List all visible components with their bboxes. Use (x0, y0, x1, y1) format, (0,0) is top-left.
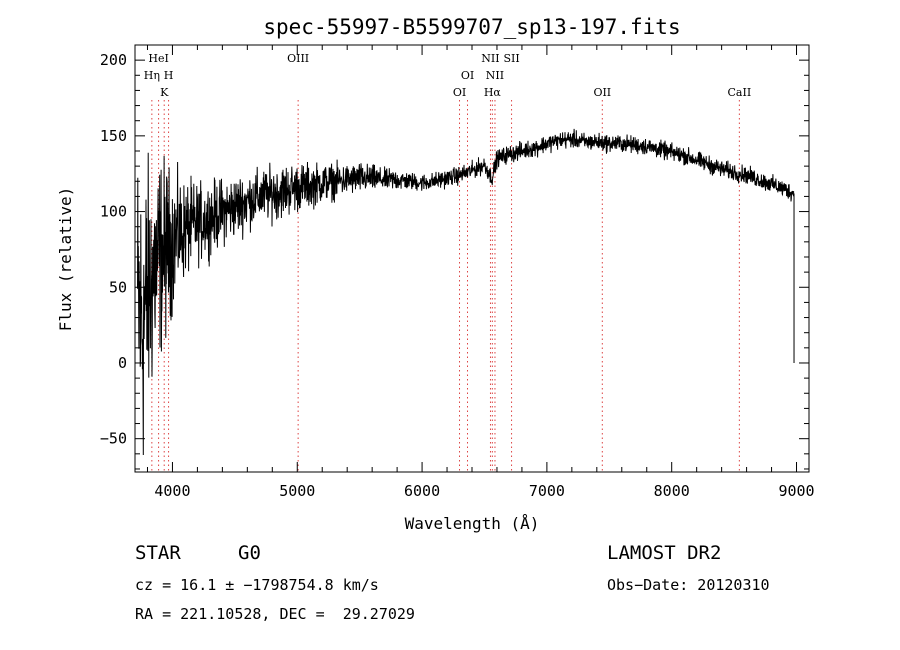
y-tick-label: 200 (100, 51, 127, 69)
x-tick-label: 9000 (778, 482, 814, 500)
line-label: K (160, 86, 169, 99)
series-layer (137, 128, 795, 456)
line-label: OI (453, 86, 466, 99)
y-tick-label: 150 (100, 127, 127, 145)
line-label: SII (503, 52, 519, 65)
radec-label: RA = 221.10528, DEC = 29.27029 (135, 605, 415, 623)
spectrum-line (137, 128, 795, 456)
y-tick-label: −50 (100, 430, 127, 448)
spectrum-chart: spec-55997-B5599707_sp13-197.fits Hη HeI K… (56, 15, 815, 533)
x-tick-label: 6000 (404, 482, 440, 500)
plot-frame (134, 44, 810, 473)
x-tick-label: 5000 (279, 482, 315, 500)
axes: 4000 5000 6000 7000 8000 9000 −50 0 50 100 150 200 (100, 44, 815, 500)
y-tick-label: 100 (100, 203, 127, 221)
x-tick-label: 7000 (529, 482, 565, 500)
survey-label: LAMOST DR2 (607, 542, 722, 564)
line-label: HeI (148, 52, 168, 65)
line-label: OI (461, 69, 474, 82)
line-label: H (164, 69, 174, 82)
y-axis-label: Flux (relative) (56, 187, 75, 332)
line-label: NII (486, 69, 504, 82)
spectral-lines: Hη HeI KH OIII OI OI NII Hα NII SII OII CaII (144, 52, 751, 472)
subclass-label: G0 (238, 542, 261, 564)
cz-label: cz = 16.1 ± −1798754.8 km/s (135, 576, 379, 594)
x-tick-label: 4000 (154, 482, 190, 500)
line-label: OIII (287, 52, 309, 65)
line-label: Hα (484, 86, 502, 99)
y-tick-label: 50 (109, 278, 127, 296)
line-label: Hη (144, 69, 160, 82)
y-tick-label: 0 (118, 354, 127, 372)
line-label: CaII (728, 86, 752, 99)
x-tick-label: 8000 (654, 482, 690, 500)
obsdate-label: Obs−Date: 20120310 (607, 576, 770, 594)
class-label: STAR (135, 542, 181, 564)
line-label: OII (593, 86, 611, 99)
x-axis-label: Wavelength (Å) (405, 514, 540, 533)
chart-title: spec-55997-B5599707_sp13-197.fits (263, 15, 680, 39)
line-label: NII (481, 52, 499, 65)
